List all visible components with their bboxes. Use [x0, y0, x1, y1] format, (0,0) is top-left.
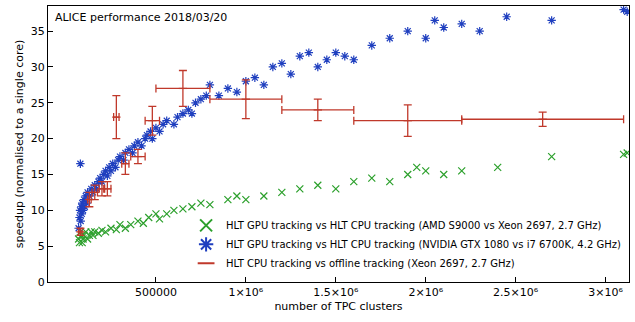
- svg-text:HLT GPU tracking vs HLT CPU tr: HLT GPU tracking vs HLT CPU tracking (NV…: [226, 239, 621, 250]
- svg-text:HLT CPU tracking vs offline tr: HLT CPU tracking vs offline tracking (Xe…: [226, 258, 515, 269]
- svg-text:10: 10: [31, 204, 45, 217]
- svg-text:20: 20: [31, 132, 45, 145]
- svg-text:3×10⁶: 3×10⁶: [588, 286, 623, 299]
- svg-text:25: 25: [31, 97, 45, 110]
- svg-text:500000: 500000: [135, 286, 177, 299]
- svg-text:5: 5: [38, 240, 45, 253]
- svg-text:number of TPC clusters: number of TPC clusters: [274, 300, 402, 313]
- svg-text:35: 35: [31, 25, 45, 38]
- svg-text:15: 15: [31, 168, 45, 181]
- svg-text:HLT GPU tracking vs HLT CPU tr: HLT GPU tracking vs HLT CPU tracking (AM…: [226, 220, 601, 231]
- svg-text:0: 0: [38, 276, 45, 289]
- svg-text:ALICE performance 2018/03/20: ALICE performance 2018/03/20: [55, 11, 227, 24]
- svg-text:1×10⁶: 1×10⁶: [229, 286, 264, 299]
- svg-text:1.5×10⁶: 1.5×10⁶: [313, 286, 359, 299]
- svg-text:2.5×10⁶: 2.5×10⁶: [493, 286, 539, 299]
- svg-text:30: 30: [31, 61, 45, 74]
- svg-text:speedup (normalised to a singl: speedup (normalised to a single core): [13, 40, 26, 249]
- svg-text:2×10⁶: 2×10⁶: [408, 286, 443, 299]
